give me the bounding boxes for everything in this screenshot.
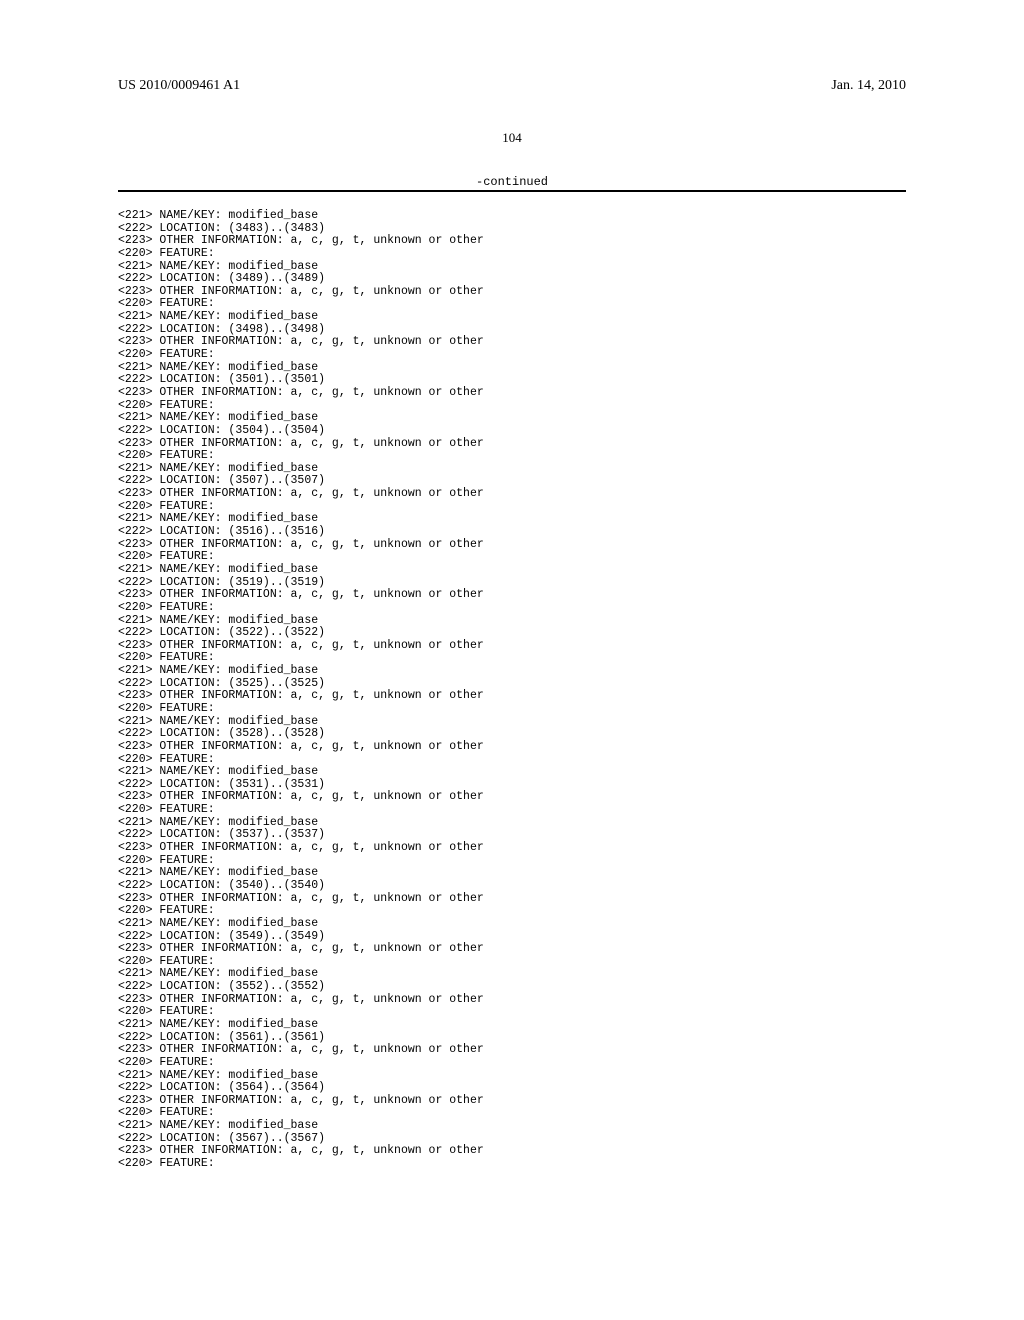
continued-label: -continued <box>476 175 548 189</box>
page-header: US 2010/0009461 A1 Jan. 14, 2010 <box>0 78 1024 94</box>
page-number: 104 <box>502 130 522 146</box>
patent-number: US 2010/0009461 A1 <box>118 78 240 94</box>
sequence-listing: <221> NAME/KEY: modified_base <222> LOCA… <box>118 210 484 1171</box>
divider-top <box>118 190 906 192</box>
patent-date: Jan. 14, 2010 <box>831 78 906 94</box>
